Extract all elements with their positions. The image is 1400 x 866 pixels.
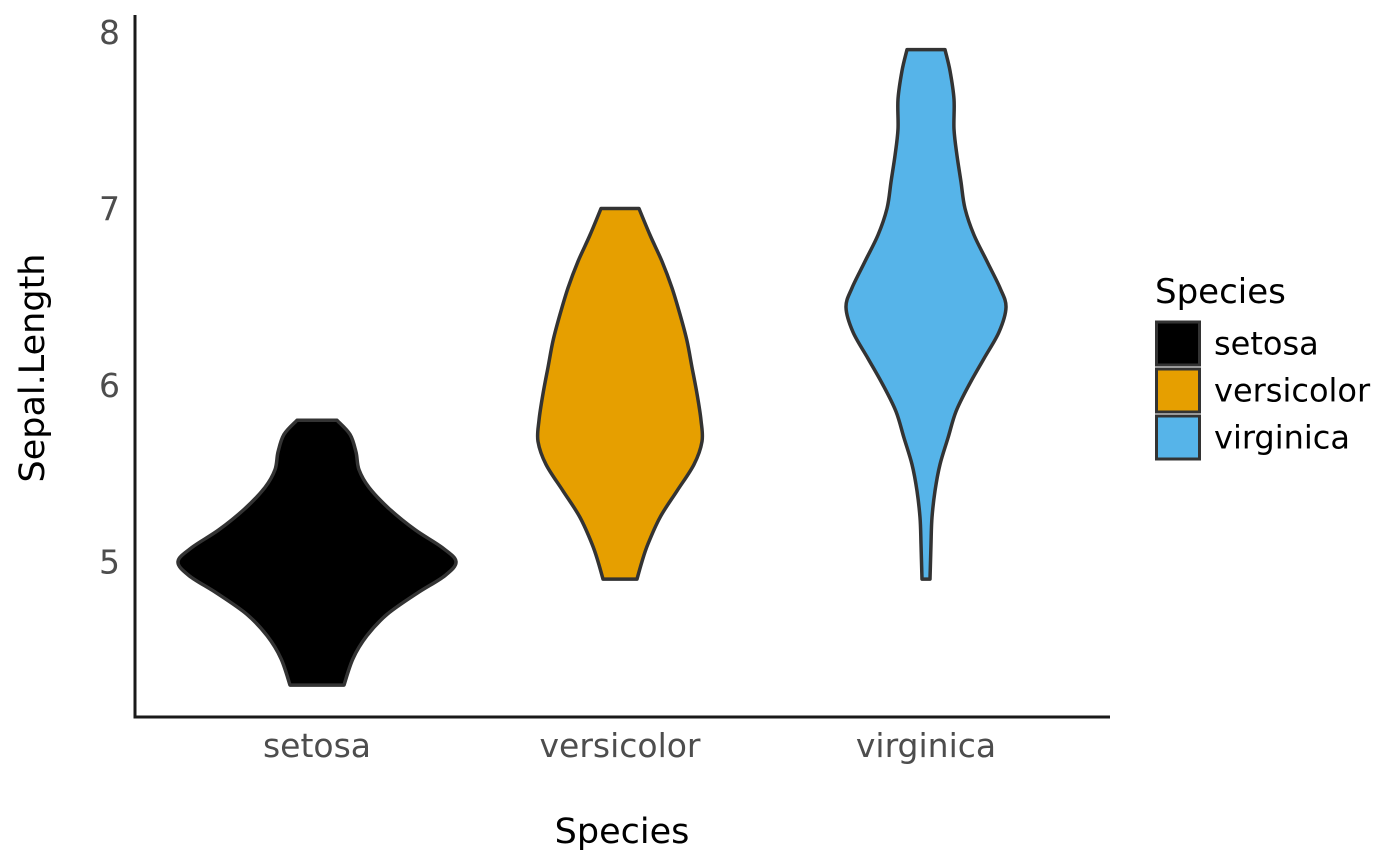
y-axis-tick-labels: 5 6 7 8 <box>99 13 120 582</box>
legend-label-setosa: setosa <box>1214 325 1319 363</box>
violin-setosa <box>176 418 458 687</box>
x-axis-tick-labels: setosa versicolor virginica <box>263 726 996 765</box>
legend-entries: setosa versicolor virginica <box>1155 320 1371 461</box>
legend-title: Species <box>1155 272 1286 312</box>
y-axis-title: Sepal.Length <box>13 254 53 483</box>
legend-label-virginica: virginica <box>1214 419 1350 457</box>
x-tick-label-versicolor: versicolor <box>539 726 700 765</box>
x-tick-label-virginica: virginica <box>856 726 996 765</box>
y-tick-label-6: 6 <box>99 366 120 405</box>
violins-layer <box>176 47 1008 687</box>
legend: Species setosa versicolor virginica <box>1155 272 1371 461</box>
violin-versicolor <box>535 206 705 581</box>
y-tick-label-8: 8 <box>99 13 120 52</box>
y-tick-label-7: 7 <box>99 190 120 229</box>
legend-label-versicolor: versicolor <box>1214 372 1371 410</box>
y-tick-label-5: 5 <box>99 543 120 582</box>
legend-key-setosa <box>1155 320 1201 367</box>
x-axis-title: Species <box>555 812 690 852</box>
x-tick-label-setosa: setosa <box>263 726 371 765</box>
legend-key-virginica <box>1155 414 1201 461</box>
legend-key-versicolor <box>1155 367 1201 414</box>
violin-virginica <box>844 47 1008 581</box>
